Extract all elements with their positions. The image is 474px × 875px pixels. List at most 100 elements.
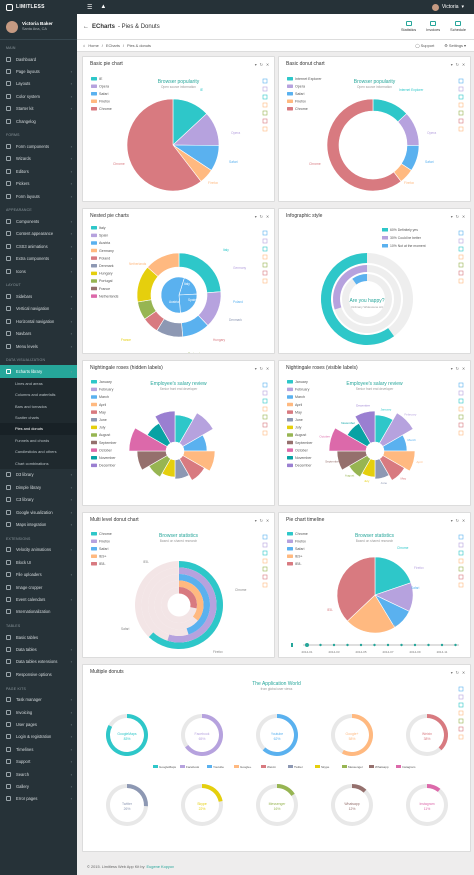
- mark-tool-icon[interactable]: [262, 534, 268, 540]
- user-menu[interactable]: Victoria ▾: [431, 3, 474, 11]
- legend-swatch[interactable]: [91, 532, 97, 536]
- mark-tool-icon[interactable]: [262, 78, 268, 84]
- legend-swatch[interactable]: [180, 765, 185, 768]
- sidebar-item-error-pages[interactable]: Error pages ›: [0, 793, 77, 805]
- legend-swatch[interactable]: [91, 294, 97, 298]
- pie-type-icon[interactable]: [458, 718, 464, 724]
- timeline-point[interactable]: [359, 643, 363, 647]
- clear-mark-icon[interactable]: [458, 398, 464, 404]
- sidebar-item-c3-library[interactable]: C3 library ›: [0, 494, 77, 506]
- sidebar-item-event-calendars[interactable]: Event calendars ›: [0, 593, 77, 605]
- close-icon[interactable]: ✕: [461, 62, 465, 67]
- legend-swatch[interactable]: [287, 418, 293, 422]
- timeline-play-button[interactable]: [291, 643, 293, 647]
- save-image-icon[interactable]: [262, 582, 268, 588]
- legend-swatch[interactable]: [342, 765, 347, 768]
- donut-twitter[interactable]: [127, 784, 148, 807]
- cancel-mark-icon[interactable]: [262, 390, 268, 396]
- donut-skype[interactable]: [202, 784, 223, 802]
- legend-swatch[interactable]: [91, 425, 97, 430]
- legend-swatch[interactable]: [287, 402, 293, 407]
- sidebar-item-color-system[interactable]: Color system ›: [0, 90, 77, 102]
- sidebar-item-editors[interactable]: Editors ›: [0, 165, 77, 177]
- data-view-icon[interactable]: [262, 406, 268, 412]
- arrow-left-icon[interactable]: ←: [83, 23, 89, 30]
- save-image-icon[interactable]: [262, 126, 268, 132]
- legend-swatch[interactable]: [369, 765, 374, 768]
- timeline-point[interactable]: [346, 643, 349, 647]
- sidebar-item-extra-components[interactable]: Extra components ›: [0, 252, 77, 264]
- clear-mark-icon[interactable]: [458, 246, 464, 252]
- legend-swatch[interactable]: [382, 244, 388, 248]
- clear-mark-icon[interactable]: [262, 398, 268, 404]
- pie-slice-chrome[interactable]: [326, 98, 402, 192]
- clear-mark-icon[interactable]: [262, 94, 268, 100]
- legend-swatch[interactable]: [207, 765, 212, 768]
- ring-value-1[interactable]: [167, 567, 217, 643]
- cancel-mark-icon[interactable]: [458, 86, 464, 92]
- sidebar-item-task-manager[interactable]: Task manager ›: [0, 694, 77, 706]
- sidebar-item-image-cropper[interactable]: Image cropper: [0, 581, 77, 593]
- restore-icon[interactable]: [458, 726, 464, 732]
- breadcrumb-home[interactable]: Home: [88, 43, 99, 48]
- save-image-icon[interactable]: [458, 278, 464, 284]
- pie-type-icon[interactable]: [262, 262, 268, 268]
- mark-tool-icon[interactable]: [458, 78, 464, 84]
- legend-swatch[interactable]: [287, 84, 293, 89]
- restore-icon[interactable]: [458, 118, 464, 124]
- reload-icon[interactable]: ↻: [259, 518, 263, 523]
- settings-dropdown[interactable]: ⚙ Settings ▾: [444, 43, 466, 48]
- sidebar-item-login-registration[interactable]: Login & registration ›: [0, 731, 77, 743]
- reload-icon[interactable]: ↻: [455, 366, 459, 371]
- cancel-mark-icon[interactable]: [262, 86, 268, 92]
- menu-toggle-icon[interactable]: ☰: [87, 4, 93, 11]
- pie-type-icon[interactable]: [262, 414, 268, 420]
- chart-area[interactable]: Italy Spain Austria Germany Poland Denmark Hun…: [83, 223, 274, 353]
- legend-swatch[interactable]: [287, 554, 293, 559]
- clear-mark-icon[interactable]: [458, 94, 464, 100]
- sidebar-item-maps-integration[interactable]: Maps integration ›: [0, 518, 77, 530]
- clear-mark-icon[interactable]: [458, 702, 464, 708]
- save-image-icon[interactable]: [262, 278, 268, 284]
- brand-logo[interactable]: LIMITLESS: [0, 3, 77, 11]
- sidebar-item-content-appearance[interactable]: Content appearance ›: [0, 228, 77, 240]
- legend-swatch[interactable]: [287, 425, 293, 430]
- ring-value-0[interactable]: [148, 561, 223, 649]
- legend-swatch[interactable]: [287, 448, 293, 452]
- cancel-mark-icon[interactable]: [262, 542, 268, 548]
- legend-swatch[interactable]: [91, 279, 97, 283]
- legend-swatch[interactable]: [287, 387, 293, 392]
- pie-type-icon[interactable]: [458, 110, 464, 116]
- sidebar-item-vertical-navigation[interactable]: Vertical navigation ›: [0, 303, 77, 315]
- legend-swatch[interactable]: [287, 456, 293, 460]
- chart-area[interactable]: 60% Definitely yes 30% Could be better 10%…: [279, 223, 470, 353]
- data-view-icon[interactable]: [458, 710, 464, 716]
- pie-slice-chrome[interactable]: [126, 98, 202, 192]
- save-image-icon[interactable]: [458, 582, 464, 588]
- sidebar-item-sidebars[interactable]: Sidebars ›: [0, 290, 77, 302]
- save-image-icon[interactable]: [262, 430, 268, 436]
- legend-swatch[interactable]: [91, 241, 97, 245]
- close-icon[interactable]: ✕: [461, 366, 465, 371]
- legend-swatch[interactable]: [91, 226, 97, 230]
- legend-swatch[interactable]: [287, 99, 293, 104]
- legend-swatch[interactable]: [287, 380, 293, 384]
- sidebar-item-basic-tables[interactable]: Basic tables: [0, 631, 77, 643]
- timeline-point[interactable]: [400, 643, 403, 647]
- legend-swatch[interactable]: [91, 77, 97, 81]
- sidebar-item-form-layouts[interactable]: Form layouts ›: [0, 190, 77, 202]
- pie-slice-spain[interactable]: [178, 293, 198, 314]
- sidebar-item-support[interactable]: Support ›: [0, 756, 77, 768]
- legend-swatch[interactable]: [234, 765, 239, 768]
- legend-swatch[interactable]: [91, 554, 97, 559]
- restore-icon[interactable]: [262, 118, 268, 124]
- sidebar-item-css3-animations[interactable]: CSS3 animations ›: [0, 240, 77, 252]
- sidebar-item-dashboard[interactable]: Dashboard: [0, 53, 77, 65]
- sidebar-item-invoicing[interactable]: Invoicing ›: [0, 706, 77, 718]
- close-icon[interactable]: ✕: [461, 670, 465, 675]
- progress-ring-2[interactable]: [352, 274, 367, 285]
- sidebar-item-d3-library[interactable]: D3 library ›: [0, 469, 77, 481]
- legend-swatch[interactable]: [91, 547, 97, 551]
